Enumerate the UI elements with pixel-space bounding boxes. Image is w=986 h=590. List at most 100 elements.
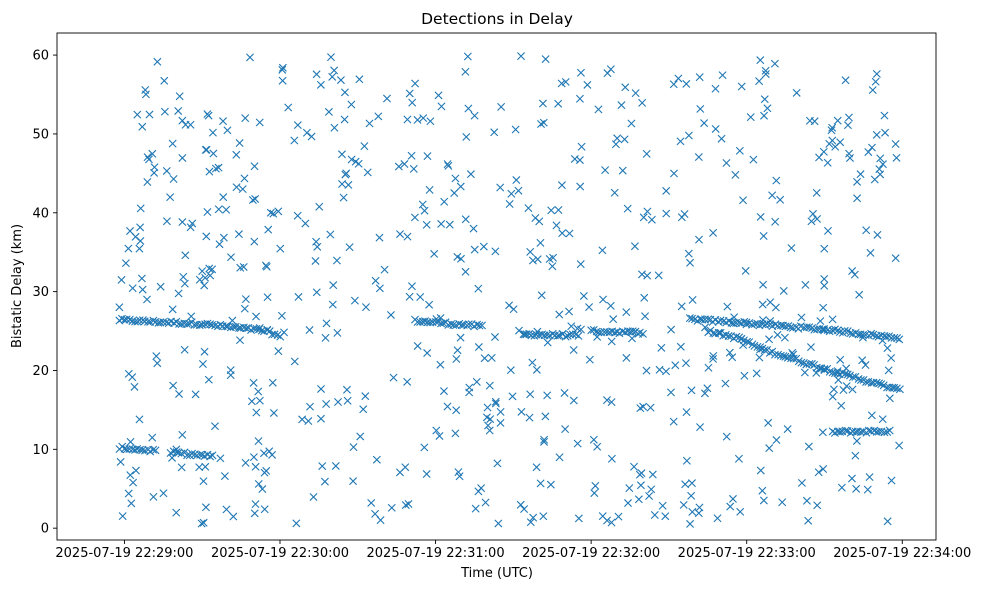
data-point	[721, 379, 730, 388]
data-point	[191, 390, 200, 399]
data-point	[187, 312, 196, 321]
data-point	[560, 388, 569, 397]
data-point	[350, 296, 359, 305]
data-point	[522, 330, 531, 339]
data-point	[538, 99, 547, 108]
data-point	[802, 496, 811, 505]
data-point	[583, 80, 592, 89]
data-point	[788, 348, 797, 357]
data-point	[677, 302, 686, 311]
data-point	[496, 407, 505, 416]
data-point	[160, 76, 169, 85]
data-point	[835, 328, 844, 337]
data-point	[606, 301, 615, 310]
data-point	[716, 316, 725, 325]
data-point	[162, 217, 171, 226]
data-point	[115, 303, 124, 312]
data-point	[349, 443, 358, 452]
data-point	[334, 397, 343, 406]
data-point	[648, 470, 657, 479]
data-point	[548, 262, 557, 271]
data-point	[198, 267, 207, 276]
data-point	[545, 255, 554, 263]
data-point	[478, 321, 487, 330]
data-point	[127, 499, 136, 508]
data-point	[232, 150, 241, 159]
data-point	[294, 292, 303, 301]
data-point	[696, 423, 705, 432]
data-point	[885, 426, 894, 435]
data-point	[367, 498, 376, 507]
data-point	[573, 439, 582, 448]
data-point	[728, 494, 737, 503]
data-point	[247, 397, 256, 406]
data-point	[181, 251, 190, 260]
data-point	[828, 123, 837, 132]
data-point	[153, 359, 162, 368]
data-point	[178, 218, 187, 227]
data-point	[483, 403, 492, 412]
data-point	[183, 451, 192, 460]
data-point	[670, 169, 678, 178]
data-point	[537, 120, 546, 129]
data-point	[266, 208, 275, 217]
data-point	[423, 152, 432, 161]
data-point	[174, 106, 183, 115]
data-point	[135, 244, 144, 253]
data-point	[528, 256, 537, 265]
data-point	[328, 300, 337, 309]
data-point	[667, 325, 676, 334]
data-point	[792, 88, 801, 97]
data-point	[145, 110, 154, 119]
data-point	[262, 466, 271, 475]
data-point	[307, 132, 316, 141]
data-point	[152, 352, 161, 361]
data-point	[526, 390, 535, 399]
data-point	[630, 462, 638, 471]
data-point	[222, 205, 231, 214]
data-point	[546, 480, 555, 489]
data-point	[618, 166, 627, 175]
data-point	[340, 115, 349, 124]
data-point	[858, 333, 867, 342]
data-point	[533, 327, 542, 336]
data-point	[878, 415, 887, 424]
data-point	[322, 319, 331, 328]
data-point	[873, 230, 882, 239]
data-point	[807, 217, 816, 226]
data-point	[363, 168, 372, 177]
data-point	[439, 319, 448, 328]
data-point	[336, 76, 345, 85]
data-point	[312, 237, 321, 246]
data-point	[875, 165, 884, 174]
data-point	[156, 318, 165, 327]
data-point	[201, 503, 210, 512]
data-point	[400, 160, 409, 169]
data-point	[662, 367, 671, 376]
data-point	[461, 215, 470, 224]
data-point	[394, 162, 403, 171]
data-point	[376, 516, 385, 525]
data-point	[434, 91, 443, 100]
data-point	[241, 295, 250, 304]
data-point	[641, 312, 650, 321]
data-point	[469, 224, 478, 233]
data-point	[200, 347, 209, 356]
data-point	[444, 161, 453, 170]
data-point	[575, 156, 584, 165]
chart-title: Detections in Delay	[421, 10, 573, 28]
data-point	[601, 166, 610, 175]
data-point	[700, 389, 709, 398]
data-point	[591, 481, 600, 490]
data-point	[529, 513, 538, 522]
data-point	[717, 134, 726, 143]
data-point	[493, 459, 502, 468]
data-point	[558, 229, 567, 238]
data-point	[435, 431, 444, 440]
data-point	[333, 328, 342, 337]
data-point	[404, 500, 413, 508]
data-point	[628, 334, 637, 343]
data-point	[421, 317, 429, 326]
data-point	[309, 492, 318, 501]
